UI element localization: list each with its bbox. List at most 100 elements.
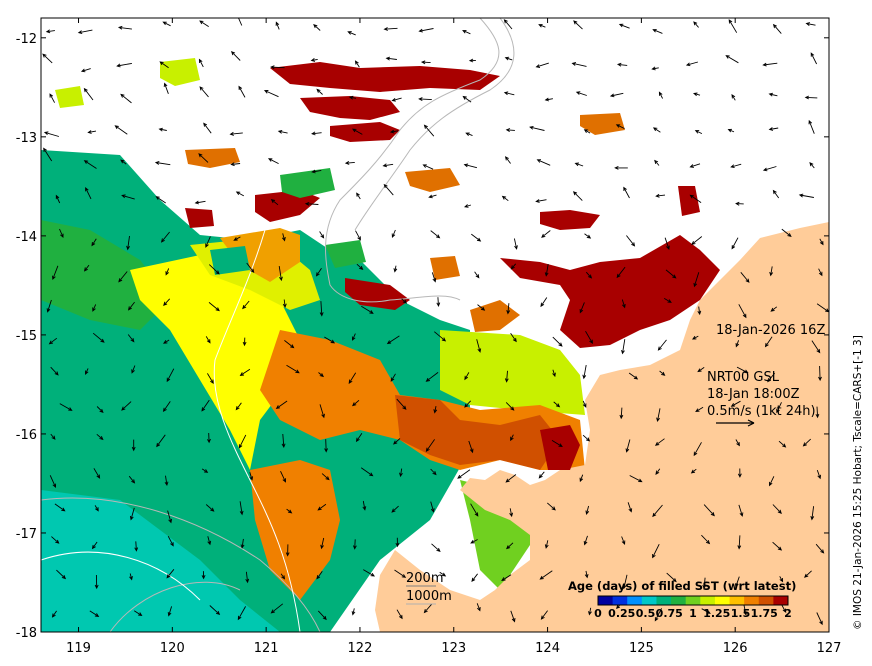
current-arrow xyxy=(656,408,661,423)
current-arrow xyxy=(764,336,773,348)
current-arrow xyxy=(505,474,517,483)
current-arrow xyxy=(619,407,624,420)
current-arrow xyxy=(166,569,175,579)
current-arrow xyxy=(128,475,136,484)
current-arrow xyxy=(693,442,702,457)
current-arrow xyxy=(319,404,325,419)
current-arrow xyxy=(205,236,211,248)
age-region-darkorange-central xyxy=(395,395,560,470)
current-arrow xyxy=(280,573,286,580)
age-region-orange-south xyxy=(250,460,340,600)
current-arrow xyxy=(286,364,300,374)
current-arrow xyxy=(304,201,319,206)
current-arrow xyxy=(468,440,474,454)
x-tick-label: 127 xyxy=(817,641,842,656)
current-arrow xyxy=(584,570,589,579)
current-arrow xyxy=(770,306,778,312)
current-arrow xyxy=(571,62,587,67)
current-arrow xyxy=(280,471,286,483)
current-arrow xyxy=(664,237,670,250)
current-arrow xyxy=(544,97,553,102)
current-arrow xyxy=(390,373,396,382)
current-arrow xyxy=(198,58,204,68)
current-arrow xyxy=(399,468,403,478)
x-tick-label: 120 xyxy=(160,641,185,656)
current-arrow xyxy=(804,95,818,100)
current-arrow xyxy=(552,369,556,378)
colorbar-segment xyxy=(685,596,701,605)
current-arrow xyxy=(233,236,241,241)
current-arrow xyxy=(762,62,778,67)
current-arrow xyxy=(242,300,250,310)
current-arrow xyxy=(658,91,663,99)
current-arrow xyxy=(474,271,480,279)
current-arrow xyxy=(804,570,812,578)
current-arrow xyxy=(235,191,245,197)
patch-dark-red xyxy=(185,208,214,228)
current-arrow xyxy=(229,131,243,136)
current-arrow xyxy=(808,119,815,134)
current-arrow xyxy=(574,162,584,167)
current-arrow xyxy=(131,439,136,452)
current-arrow xyxy=(118,271,128,283)
current-arrow xyxy=(42,53,53,64)
patch-green xyxy=(210,246,250,275)
current-arrow xyxy=(391,229,396,238)
current-arrow xyxy=(697,306,702,316)
current-arrow xyxy=(694,130,703,135)
current-arrow xyxy=(423,124,435,137)
current-arrow xyxy=(354,60,360,68)
current-arrow xyxy=(394,569,407,578)
current-arrow xyxy=(585,505,590,516)
current-arrow xyxy=(134,541,139,552)
current-arrow xyxy=(471,233,482,242)
current-arrow xyxy=(127,334,135,343)
current-arrow xyxy=(772,23,782,34)
current-vector-field xyxy=(42,18,829,626)
colorbar-tick-label: 2 xyxy=(784,607,792,620)
current-arrow xyxy=(743,605,748,616)
x-tick-label: 126 xyxy=(723,641,748,656)
current-arrow xyxy=(585,330,593,344)
colorbar-segment xyxy=(744,596,760,605)
current-arrow xyxy=(198,153,209,163)
patch-dark-red xyxy=(255,190,320,222)
current-arrow xyxy=(781,228,792,238)
sst-timestamp-label: 18-Jan-2026 16Z xyxy=(716,323,825,338)
current-arrow xyxy=(249,472,254,481)
current-arrow xyxy=(621,299,626,309)
current-arrow xyxy=(778,440,787,448)
current-arrow xyxy=(393,265,398,273)
x-tick-label: 119 xyxy=(66,641,91,656)
current-arrow xyxy=(83,87,94,101)
current-arrow xyxy=(275,21,280,30)
current-arrow xyxy=(203,122,212,134)
current-arrow xyxy=(311,131,322,136)
x-tick-label: 124 xyxy=(535,641,560,656)
current-arrow xyxy=(209,605,221,616)
current-arrow xyxy=(691,335,699,340)
current-arrow xyxy=(767,372,776,383)
current-arrow xyxy=(162,21,171,27)
current-arrow xyxy=(282,299,287,308)
current-arrow xyxy=(434,331,447,342)
current-arrow xyxy=(77,29,93,35)
current-arrow xyxy=(120,159,127,165)
current-arrow xyxy=(428,194,437,199)
current-arrow xyxy=(538,23,546,28)
age-region-lime-east xyxy=(440,330,585,415)
current-arrow xyxy=(433,406,438,414)
current-arrow xyxy=(575,91,587,96)
current-arrow xyxy=(270,65,285,70)
current-arrow xyxy=(501,574,512,581)
patch-orange xyxy=(580,113,625,135)
current-arrow xyxy=(91,238,97,247)
current-arrow xyxy=(54,503,66,512)
current-arrow xyxy=(503,19,513,30)
current-arrow xyxy=(629,475,643,483)
colorbar-ticks: 0 0.25 0.5 0.75 1 1.25 1.5 1.75 2 xyxy=(594,607,792,620)
current-arrow xyxy=(815,406,820,419)
current-arrow xyxy=(319,301,324,317)
colorbar-title: Age (days) of filled SST (wrt latest) xyxy=(568,579,796,593)
